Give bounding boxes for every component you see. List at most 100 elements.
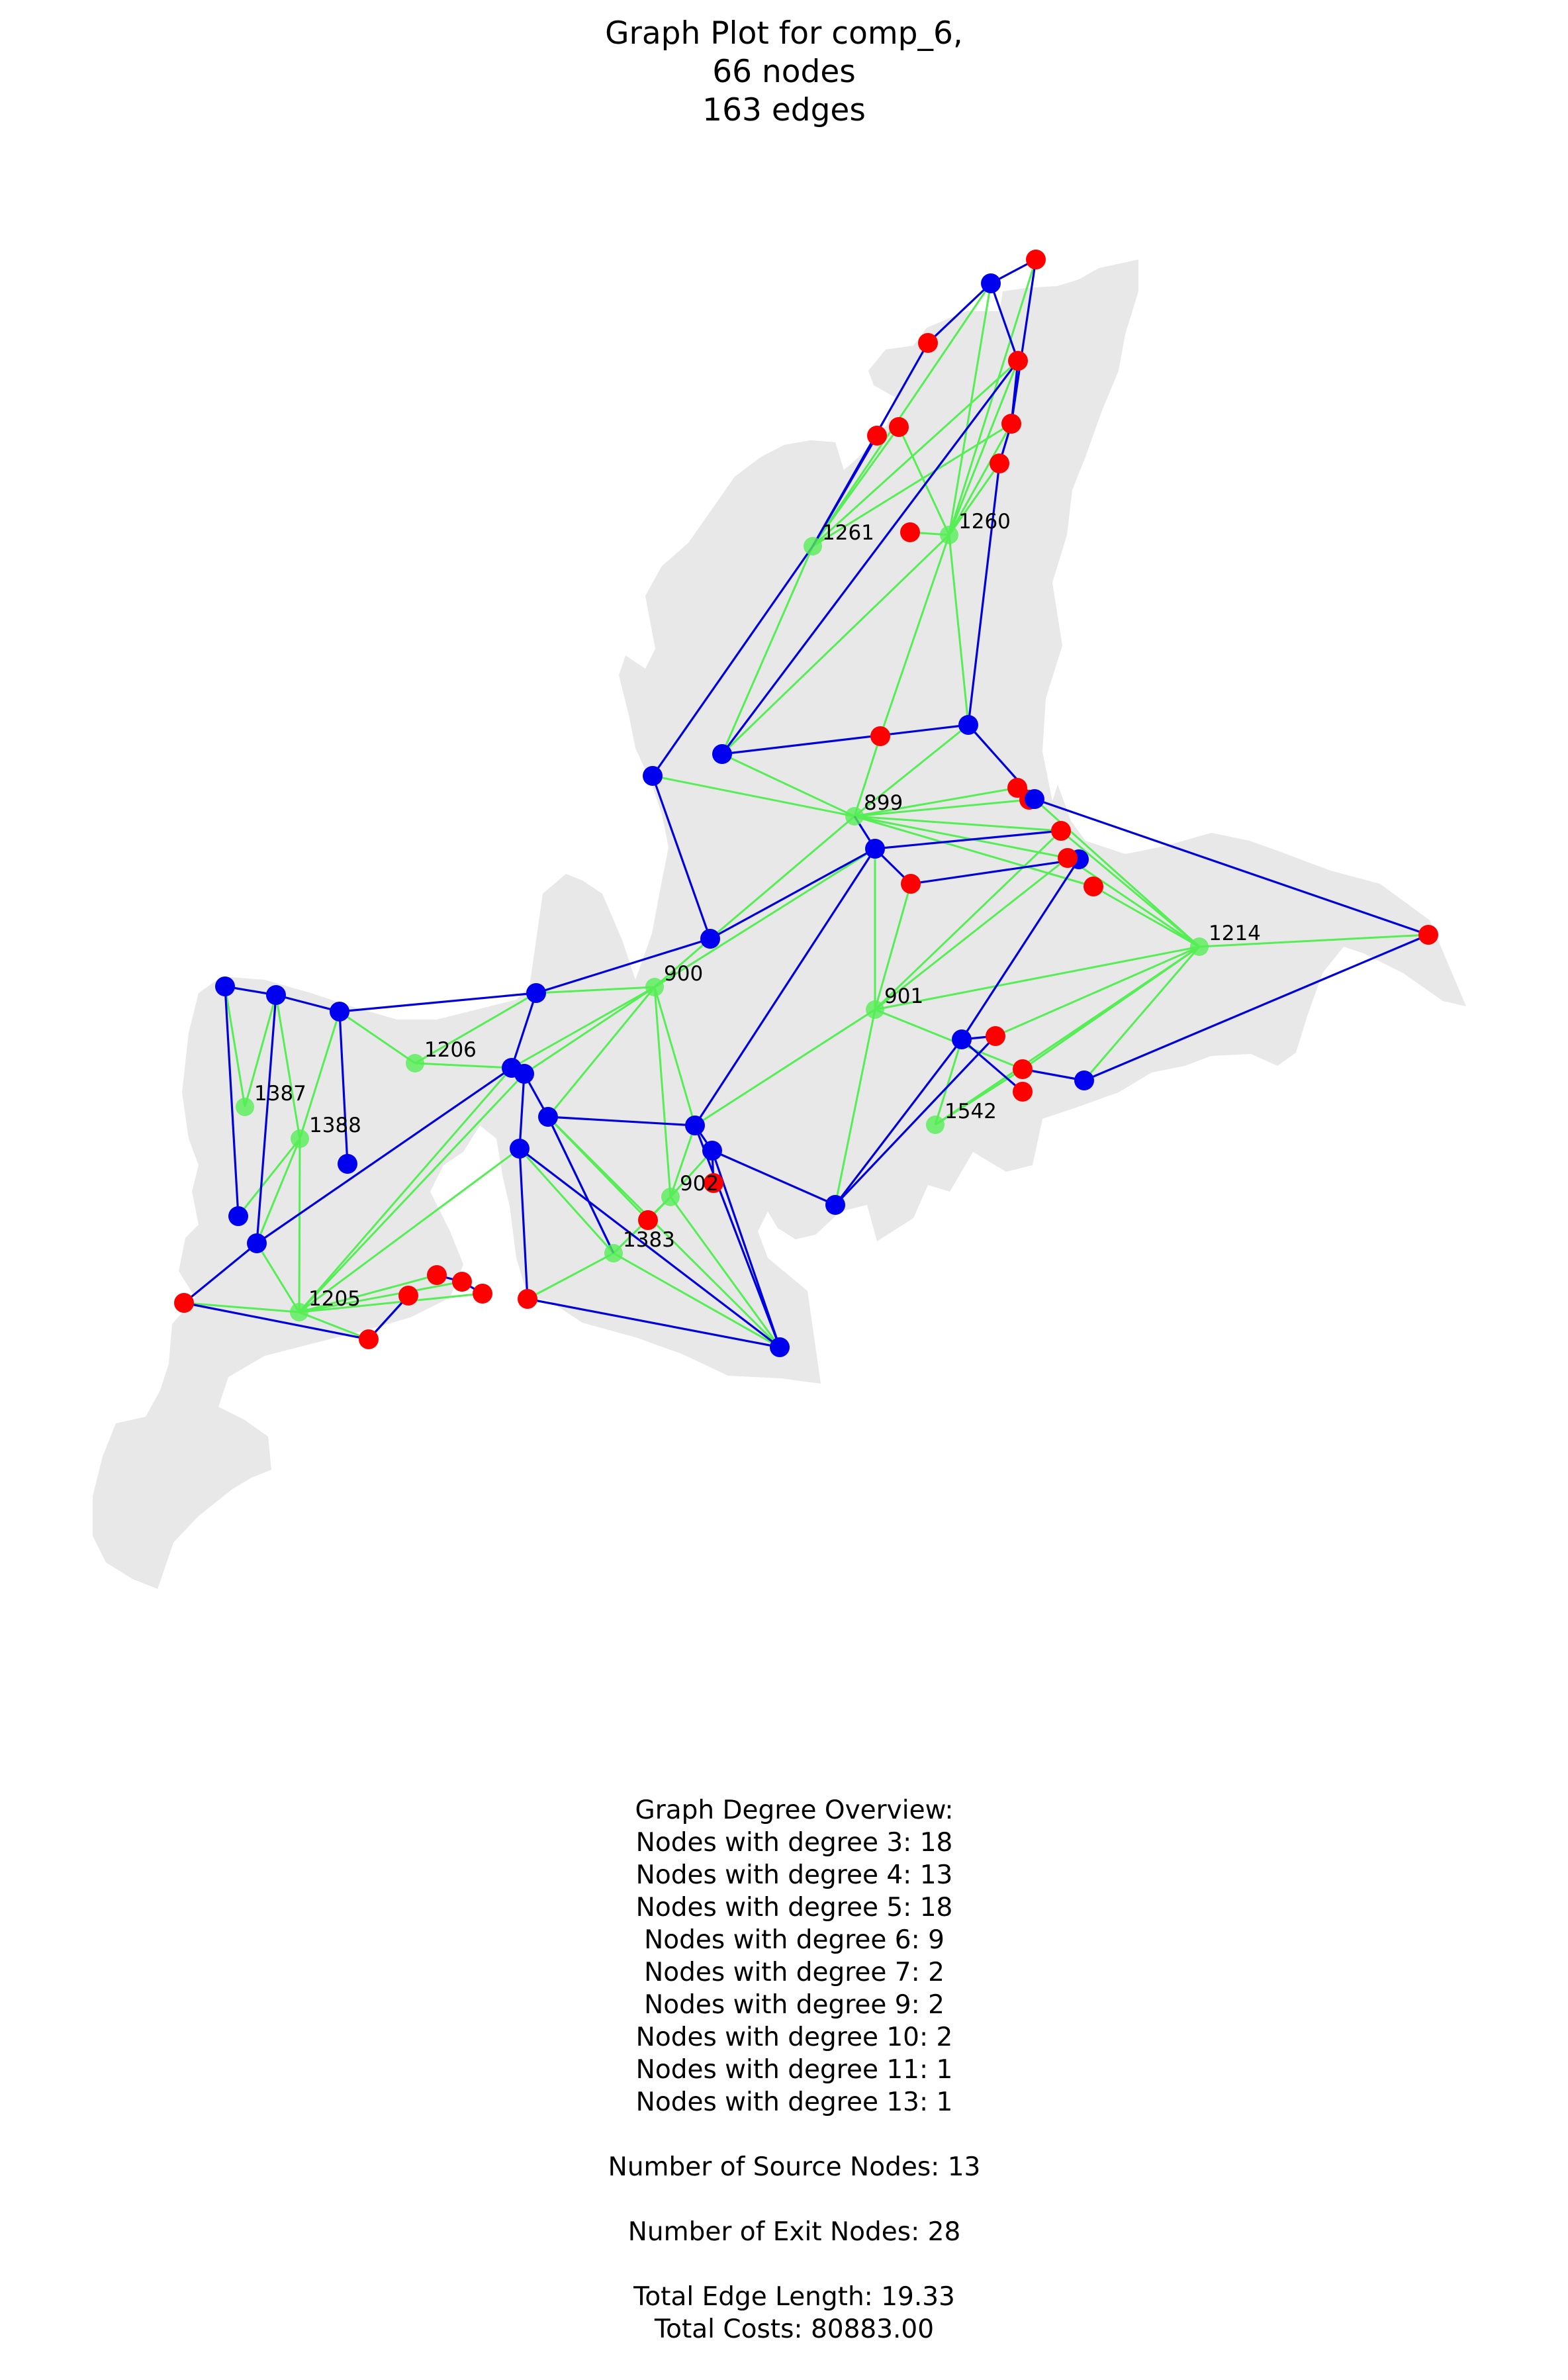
node-label: 900 xyxy=(664,962,703,986)
node-label: 1388 xyxy=(309,1114,361,1137)
node-label: 901 xyxy=(884,984,923,1008)
blue-edge xyxy=(527,1298,780,1349)
green-edge xyxy=(299,1311,369,1341)
node-label: 1206 xyxy=(424,1038,477,1062)
green-edge xyxy=(854,815,1068,859)
exit-node xyxy=(174,1293,194,1313)
blue-edge xyxy=(1010,360,1019,424)
exit-node xyxy=(1013,1082,1033,1102)
green-edge xyxy=(535,986,655,994)
node-label: 1387 xyxy=(254,1082,306,1106)
source-node xyxy=(981,273,1001,293)
blue-edge xyxy=(1084,933,1429,1082)
exit-node xyxy=(990,453,1009,473)
blue-edge xyxy=(547,1116,615,1254)
blue-edge xyxy=(651,775,712,939)
labeled-node xyxy=(406,1054,424,1072)
title-line-1: Graph Plot for comp_6, xyxy=(605,15,963,52)
green-edge xyxy=(874,883,912,1010)
degree-line: Nodes with degree 3: 18 xyxy=(635,1828,953,1858)
green-edge xyxy=(1083,946,1201,1081)
node-label: 1383 xyxy=(623,1228,675,1252)
green-edge xyxy=(948,259,1037,536)
source-node xyxy=(958,715,978,735)
green-edge xyxy=(948,360,1019,536)
green-edge xyxy=(414,1062,512,1069)
exit-node xyxy=(986,1026,1005,1046)
exit-node xyxy=(1008,351,1028,371)
green-edge xyxy=(834,1009,876,1206)
green-edge xyxy=(874,1008,1023,1071)
degree-line: Nodes with degree 6: 9 xyxy=(644,1925,945,1955)
exit-node xyxy=(1058,848,1078,868)
blue-edge xyxy=(834,1039,963,1206)
blue-edge xyxy=(967,463,1001,726)
source-node xyxy=(643,766,663,786)
source-node xyxy=(510,1139,530,1159)
green-edge xyxy=(524,986,655,1075)
exit-node xyxy=(704,1173,723,1193)
green-edge xyxy=(275,994,301,1139)
green-edge xyxy=(244,994,277,1108)
green-edge xyxy=(935,945,1200,1126)
degree-line: Nodes with degree 9: 2 xyxy=(644,1990,945,2020)
green-edge xyxy=(934,1039,963,1125)
blue-edge xyxy=(910,858,1080,885)
blue-edge xyxy=(927,282,992,344)
blue-edge xyxy=(721,360,1019,755)
blue-edge xyxy=(519,1147,780,1349)
exit-node xyxy=(918,333,938,353)
node-label: 1214 xyxy=(1209,922,1261,945)
green-edge xyxy=(547,1116,781,1349)
green-edge xyxy=(948,283,992,536)
blue-edge xyxy=(710,847,876,940)
spacer xyxy=(0,2183,1568,2216)
blue-edge xyxy=(1034,798,1429,936)
green-edge xyxy=(898,426,950,536)
labeled-node xyxy=(290,1303,308,1321)
green-edge xyxy=(255,1138,301,1244)
blue-edge xyxy=(547,1116,696,1127)
green-edge xyxy=(669,1149,714,1198)
node-label: 1260 xyxy=(958,510,1011,534)
labeled-node xyxy=(866,1000,884,1019)
degree-line: Nodes with degree 4: 13 xyxy=(635,1860,953,1890)
green-edge xyxy=(721,546,814,755)
green-edge xyxy=(669,1196,781,1348)
green-edge xyxy=(710,815,855,940)
green-edge xyxy=(298,1067,513,1313)
graph-degree-overview: Graph Degree Overview: Nodes with degree… xyxy=(0,1794,1568,2346)
green-edge xyxy=(1067,857,1200,948)
source-node xyxy=(514,1064,534,1084)
spacer xyxy=(0,2118,1568,2151)
labeled-node xyxy=(804,537,822,555)
green-edge xyxy=(694,1008,876,1127)
blue-edge xyxy=(535,937,711,994)
blue-edge xyxy=(960,859,1080,1040)
node-label: 902 xyxy=(680,1172,719,1196)
overview-heading: Graph Degree Overview: xyxy=(635,1795,954,1825)
node-label: 899 xyxy=(864,791,903,815)
source-node xyxy=(700,929,720,949)
green-edge xyxy=(1199,933,1429,948)
blue-edge xyxy=(275,994,340,1013)
green-edge xyxy=(547,986,656,1118)
green-edge xyxy=(654,937,711,988)
green-edge xyxy=(613,1252,780,1349)
green-edge xyxy=(653,986,696,1126)
blue-edge xyxy=(711,1150,781,1348)
exit-node xyxy=(398,1286,418,1306)
exit-node xyxy=(1013,1059,1033,1079)
labeled-node xyxy=(926,1116,945,1134)
exit-node xyxy=(1026,250,1046,269)
green-edge xyxy=(854,815,1062,832)
green-edge xyxy=(652,775,855,818)
source-node xyxy=(865,839,885,859)
chart-title: Graph Plot for comp_6, 66 nodes 163 edge… xyxy=(0,15,1568,130)
source-node xyxy=(825,1195,845,1215)
blue-edge xyxy=(510,992,537,1069)
blue-edge xyxy=(183,1242,258,1304)
exit-node xyxy=(867,426,887,446)
blue-edge xyxy=(224,986,240,1217)
